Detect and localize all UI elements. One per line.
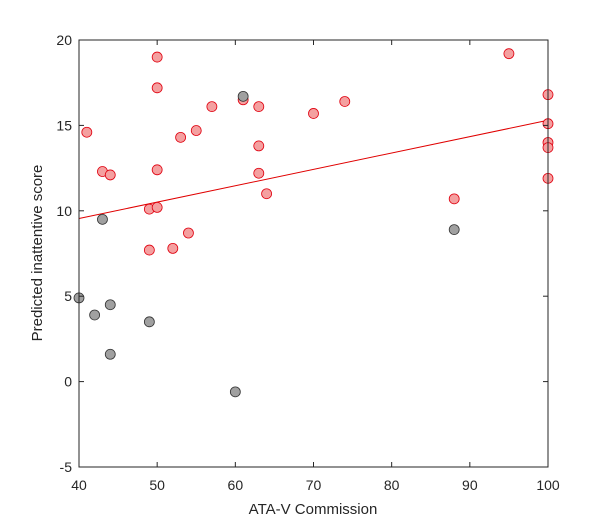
y-tick-label: 10 xyxy=(56,203,72,219)
data-point-red xyxy=(308,108,319,119)
x-tick-label: 100 xyxy=(536,477,560,493)
axes-layer xyxy=(78,39,549,468)
points-layer xyxy=(73,48,554,398)
data-point-red xyxy=(253,101,265,113)
x-tick-label: 50 xyxy=(149,477,165,493)
data-point-red xyxy=(81,126,93,138)
y-tick-label: 5 xyxy=(64,288,72,304)
data-point-gray xyxy=(104,348,116,360)
data-point-red xyxy=(167,242,179,254)
data-point-gray xyxy=(104,299,116,311)
data-point-gray xyxy=(89,309,101,321)
data-point-red xyxy=(503,48,515,60)
data-point-red xyxy=(183,227,194,239)
y-tick-label: -5 xyxy=(60,459,73,475)
data-point-red xyxy=(253,167,265,179)
y-tick-label: 0 xyxy=(64,374,72,390)
x-tick-label: 70 xyxy=(306,477,322,493)
y-axis-label: Predicted inattentive score xyxy=(29,165,46,342)
tick-labels-layer: 40 50 60 70 80 90 100 -5 0 5 10 15 20 xyxy=(56,32,559,493)
data-point-gray xyxy=(229,386,241,398)
x-axis-label: ATA-V Commission xyxy=(249,501,378,518)
data-point-gray xyxy=(143,316,155,328)
data-point-red xyxy=(151,164,163,176)
y-tick-label: 15 xyxy=(56,117,72,133)
data-point-red xyxy=(151,201,163,213)
data-point-red xyxy=(151,51,163,63)
data-point-red xyxy=(339,96,351,107)
x-tick-label: 90 xyxy=(462,477,478,493)
data-point-red xyxy=(175,131,187,143)
x-tick-label: 60 xyxy=(228,477,244,493)
y-tick-label: 20 xyxy=(56,32,72,48)
x-tick-label: 40 xyxy=(71,477,87,493)
data-point-red xyxy=(151,82,163,94)
data-point-red xyxy=(261,188,273,200)
data-point-gray xyxy=(97,213,108,225)
data-point-red xyxy=(448,193,460,205)
data-point-red xyxy=(253,140,265,152)
data-point-red xyxy=(143,244,155,256)
data-point-red xyxy=(104,169,116,181)
data-point-red xyxy=(206,101,218,113)
data-point-gray xyxy=(448,224,460,235)
x-tick-label: 80 xyxy=(384,477,400,493)
data-point-gray xyxy=(237,90,249,102)
data-point-red xyxy=(190,125,202,136)
